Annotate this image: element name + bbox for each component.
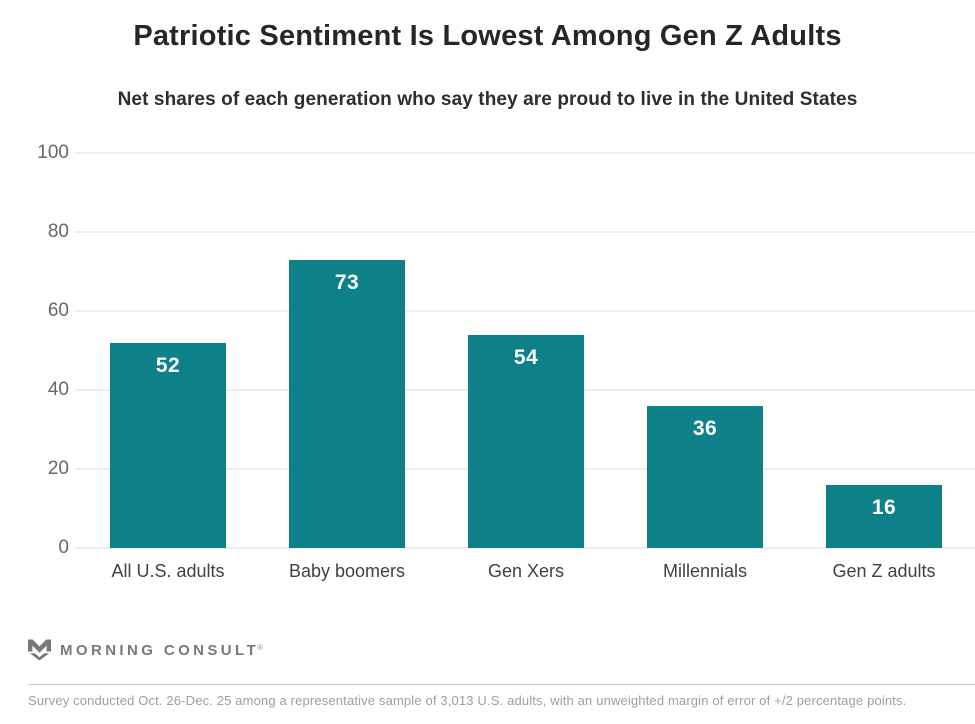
bar-gen-z-adults: 16: [826, 484, 942, 548]
morning-consult-logo-icon: [28, 639, 51, 661]
gridline-100: [75, 152, 975, 154]
bar-value-label: 54: [513, 345, 539, 369]
y-axis-tick-label-0: 0: [58, 537, 69, 558]
trademark-icon: ®: [257, 642, 263, 652]
bar-value-label: 36: [692, 416, 718, 440]
chart-subtitle: Net shares of each generation who say th…: [117, 89, 858, 110]
survey-methodology-note: Survey conducted Oct. 26-Dec. 25 among a…: [28, 693, 907, 708]
gridline-0: [75, 547, 975, 549]
x-axis-category-label-gen-z-adults: Gen Z adults: [832, 561, 936, 581]
y-axis-tick-label-100: 100: [37, 142, 69, 163]
bar-gen-xers: 54: [468, 334, 584, 548]
bar-value-label: 16: [871, 495, 897, 519]
x-axis-category-label-baby-boomers: Baby boomers: [288, 561, 406, 581]
x-axis-category-label-millennials: Millennials: [662, 561, 748, 581]
y-axis-tick-label-60: 60: [47, 300, 69, 321]
bar-baby-boomers: 73: [289, 259, 405, 548]
gridline-60: [75, 310, 975, 312]
chart-title: Patriotic Sentiment Is Lowest Among Gen …: [133, 20, 842, 52]
bar-value-label: 52: [155, 353, 181, 377]
bar-millennials: 36: [647, 405, 763, 548]
footer-logo: MORNING CONSULT ®: [28, 638, 265, 662]
footer-divider: [28, 684, 975, 685]
x-axis-category-label-all-u-s-adults: All U.S. adults: [111, 561, 225, 581]
gridline-80: [75, 231, 975, 233]
y-axis-tick-label-40: 40: [47, 379, 69, 400]
x-axis-category-label-gen-xers: Gen Xers: [487, 561, 565, 581]
y-axis-tick-label-80: 80: [47, 221, 69, 242]
bar-value-label: 73: [334, 270, 360, 294]
footer-logo-text: MORNING CONSULT: [60, 641, 260, 659]
y-axis-tick-label-20: 20: [47, 458, 69, 479]
bar-all-u-s-adults: 52: [110, 342, 226, 548]
